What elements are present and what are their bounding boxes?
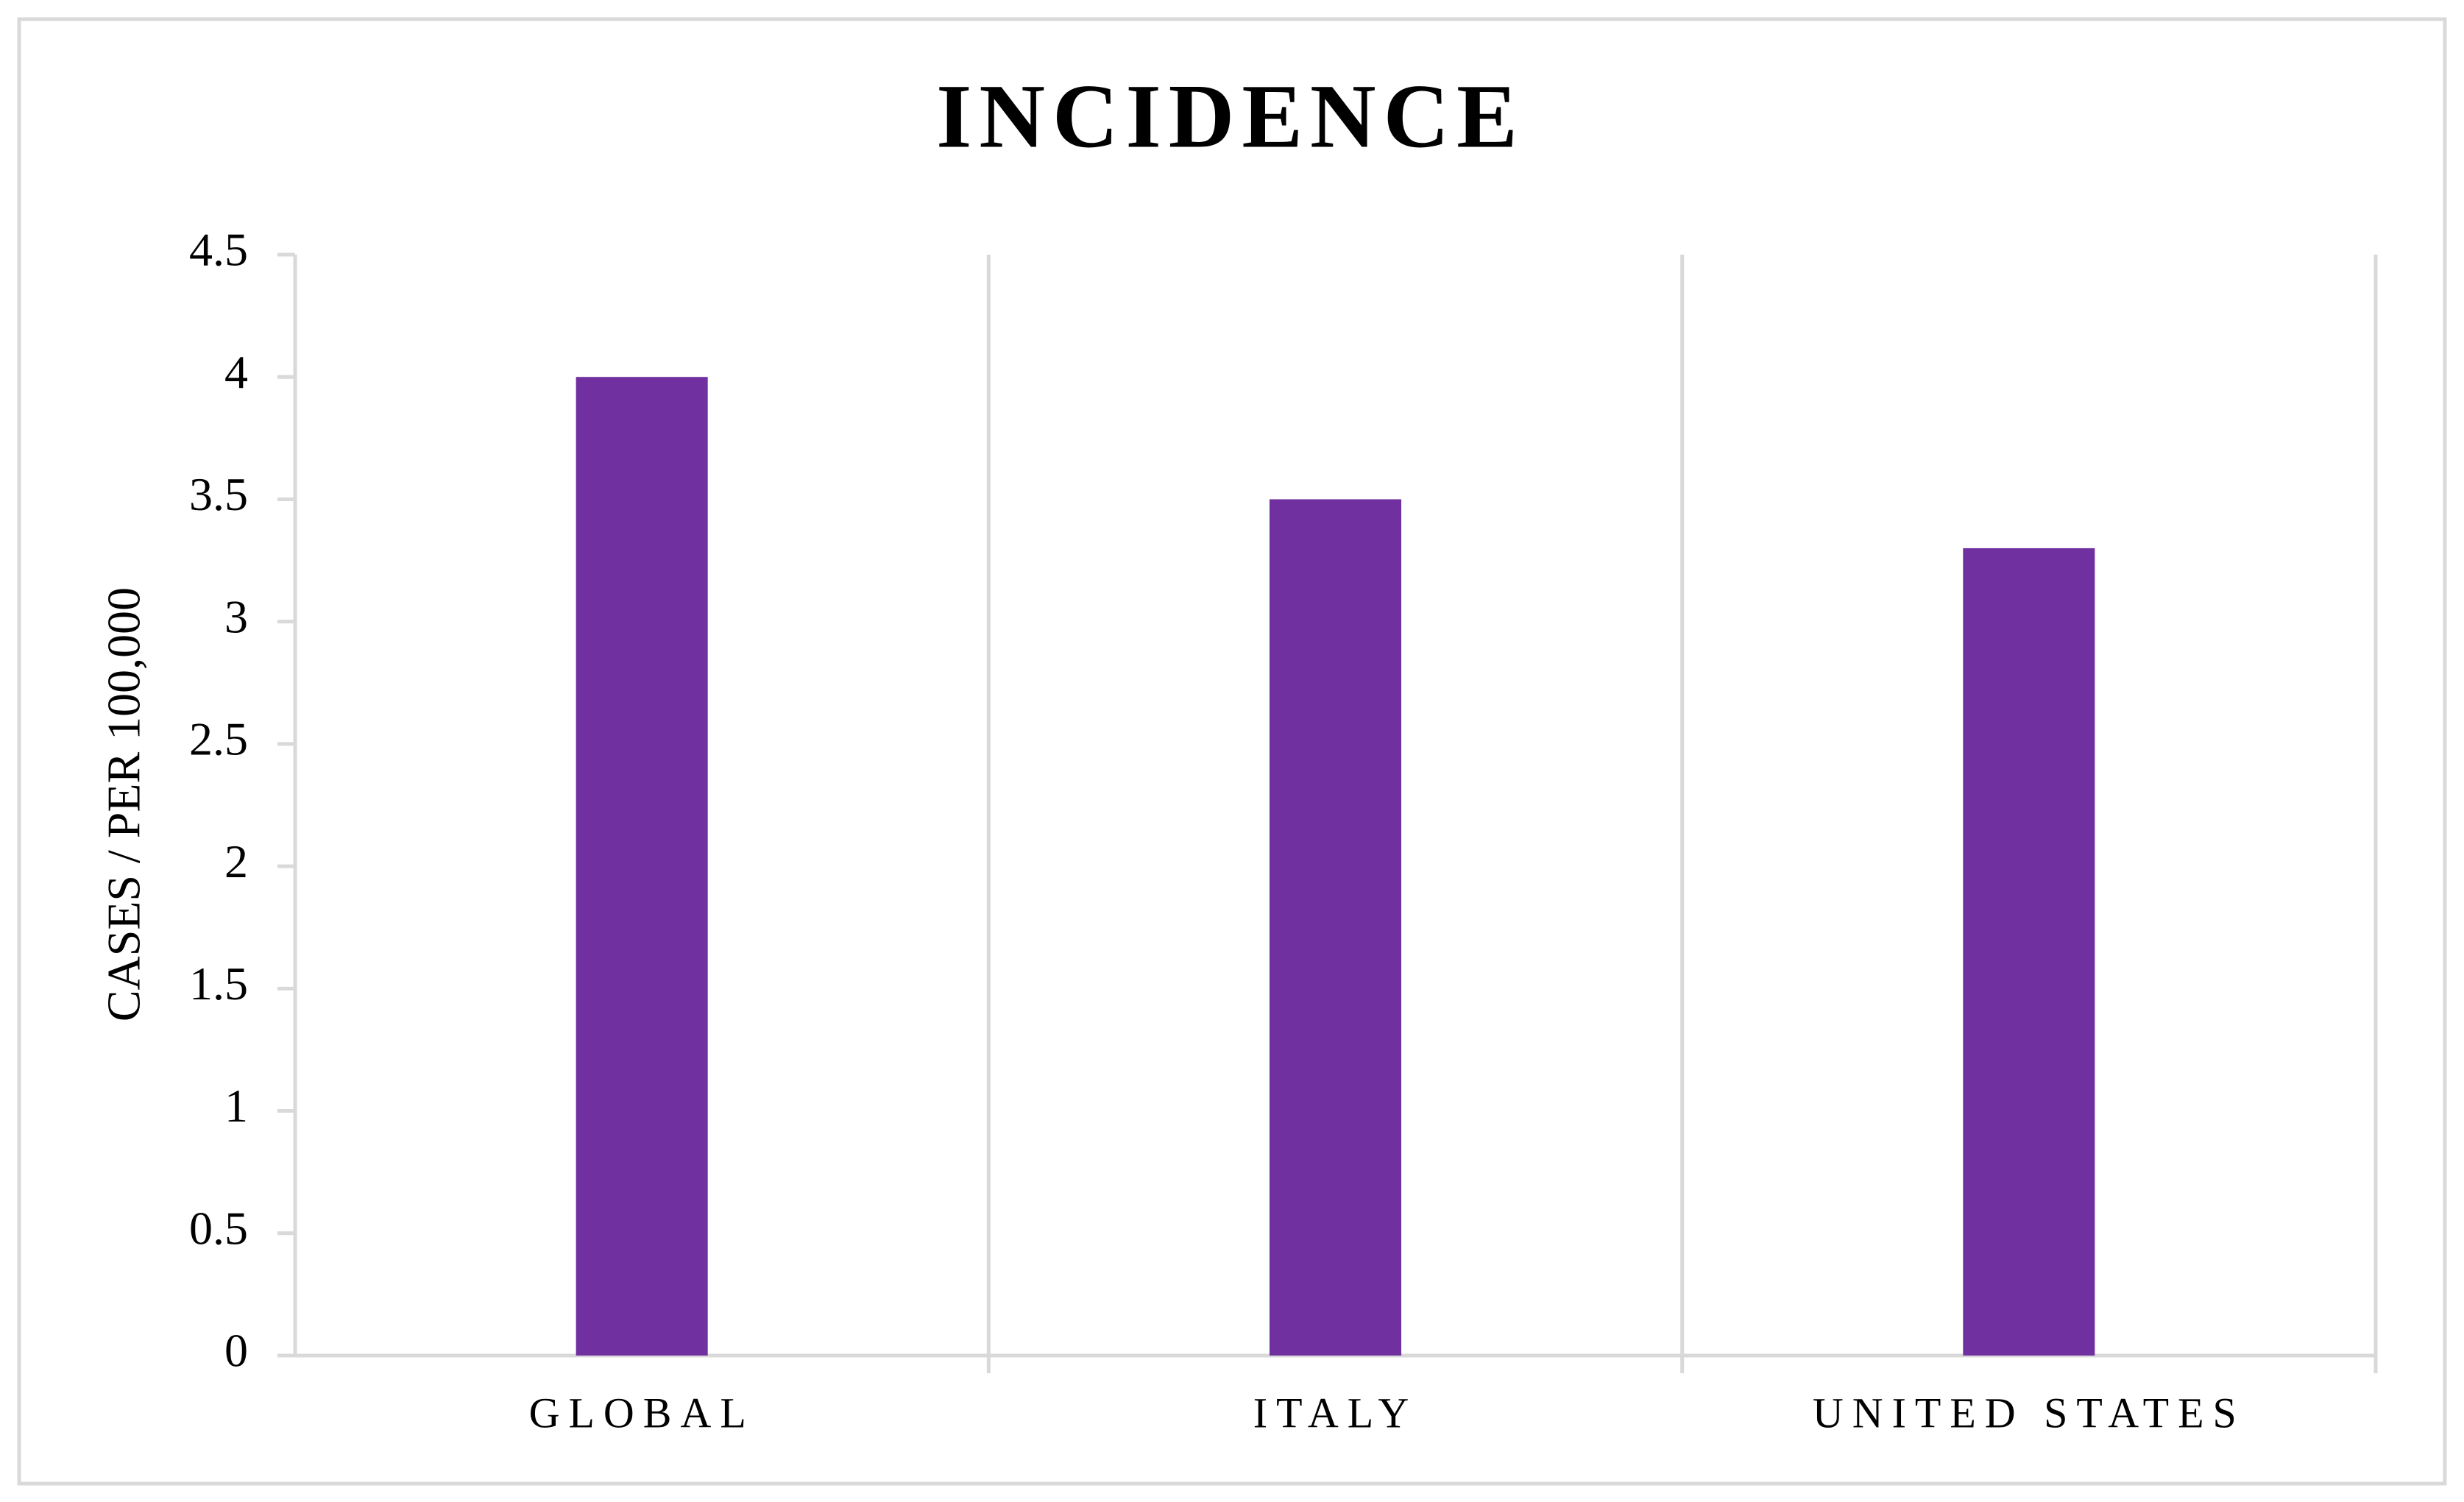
x-tick-label: GLOBAL [529,1389,755,1437]
y-tick-label: 1 [224,1080,248,1132]
y-tick-label: 0.5 [189,1202,248,1254]
y-tick-label: 0 [224,1325,248,1377]
y-tick-label: 2.5 [189,713,248,765]
bar [1269,499,1402,1356]
chart-title: INCIDENCE [936,65,1525,166]
y-tick-label: 3 [224,590,248,642]
x-tick-label: ITALY [1253,1389,1418,1437]
y-tick-label: 3.5 [189,468,248,520]
y-tick-label: 4 [224,346,248,398]
y-axis-label: CASES / PER 100,000 [98,587,150,1021]
x-tick-label: UNITED STATES [1813,1389,2245,1437]
y-tick-label: 4.5 [189,224,248,276]
y-tick-label: 1.5 [189,957,248,1010]
bar [576,377,708,1356]
y-tick-label: 2 [224,835,248,888]
bar [1963,548,2095,1356]
